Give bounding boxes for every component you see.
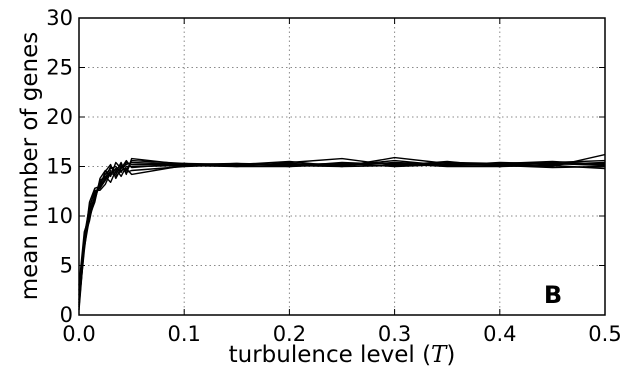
series-line-4: [78, 153, 606, 311]
series-line-7: [78, 159, 606, 286]
y-tick-label: 25: [46, 56, 73, 80]
series-line-2: [78, 161, 606, 296]
series-line-1: [78, 161, 606, 306]
series-line-6: [78, 162, 606, 304]
x-tick-label: 0.3: [378, 322, 411, 346]
x-axis-label-text: turbulence level (: [229, 342, 431, 368]
panel-annotation: B: [544, 281, 562, 309]
x-tick-labels: 0.0 0.1 0.2 0.3 0.4 0.5: [62, 322, 621, 346]
series-line-5: [78, 161, 606, 291]
tick-marks: [78, 17, 606, 316]
x-tick-label: 0.4: [483, 322, 516, 346]
x-tick-label: 0.1: [167, 322, 200, 346]
series-line-3: [78, 157, 606, 301]
y-tick-label: 15: [46, 155, 73, 179]
x-axis-label-symbol: T: [431, 342, 448, 368]
series-line-8: [78, 157, 605, 308]
x-tick-label: 0.0: [62, 322, 95, 346]
series-lines: [78, 153, 606, 311]
y-tick-labels: 0 5 10 15 20 25 30: [46, 6, 73, 327]
x-tick-label: 0.5: [588, 322, 621, 346]
y-tick-label: 20: [46, 105, 73, 129]
y-tick-label: 30: [46, 6, 73, 30]
y-axis-label: mean number of genes: [17, 32, 43, 301]
x-axis-label: turbulence level (T): [229, 342, 456, 368]
y-tick-label: 0: [60, 303, 73, 327]
x-axis-label-close: ): [446, 342, 455, 368]
y-tick-label: 5: [60, 254, 73, 278]
y-tick-label: 10: [46, 204, 73, 228]
x-tick-label: 0.2: [273, 322, 306, 346]
